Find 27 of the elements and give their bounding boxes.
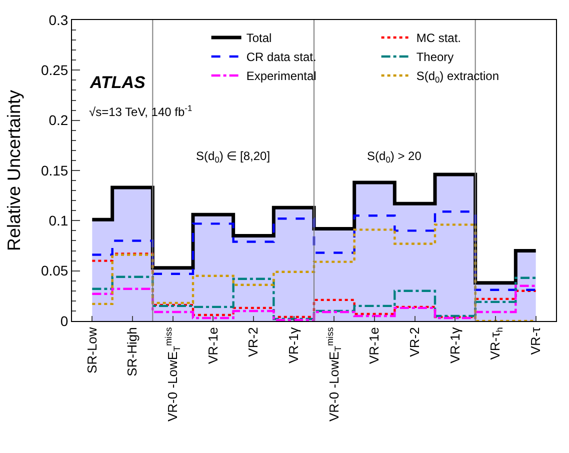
x-tick-label: VR-1γ bbox=[447, 326, 462, 364]
annotation: √s=13 TeV, 140 fb$^{-1}$ bbox=[89, 103, 192, 120]
legend-label: MC stat. bbox=[416, 31, 461, 46]
x-tick-label: VR-2 bbox=[407, 327, 422, 357]
annotation: S(d$_{0}$) > 20 bbox=[367, 149, 422, 165]
x-tick-label: SR-Low bbox=[84, 326, 100, 374]
y-tick-label: 0 bbox=[60, 312, 68, 329]
x-tick-label: VR-τ bbox=[528, 326, 544, 355]
x-tick-label: VR-1e bbox=[205, 327, 220, 364]
legend-label: CR data stat. bbox=[246, 50, 316, 64]
legend-label: Experimental bbox=[246, 69, 316, 84]
y-tick-label: 0.3 bbox=[48, 12, 68, 28]
legend-label: Total bbox=[246, 31, 272, 46]
x-tick-label: VR-1γ bbox=[286, 326, 302, 364]
y-tick-label: 0.05 bbox=[40, 262, 68, 279]
y-tick-label: 0.25 bbox=[40, 62, 68, 78]
annotation: S(d$_{0}$) ∈ [8,20] bbox=[196, 149, 270, 165]
y-tick-label: 0.1 bbox=[48, 212, 68, 229]
x-tick-label: VR-1e bbox=[366, 327, 382, 364]
legend-label: S(d$_{0}$) extraction bbox=[416, 69, 500, 85]
legend-label: Theory bbox=[416, 50, 454, 64]
y-tick-label: 0.15 bbox=[40, 162, 68, 178]
y-tick-label: 0.2 bbox=[48, 112, 68, 128]
y-axis-title: Relative Uncertainty bbox=[4, 90, 24, 252]
x-tick-label: SR-High bbox=[124, 327, 140, 376]
annotation: ATLAS bbox=[89, 73, 146, 92]
x-tick-label: VR-2 bbox=[246, 327, 261, 357]
